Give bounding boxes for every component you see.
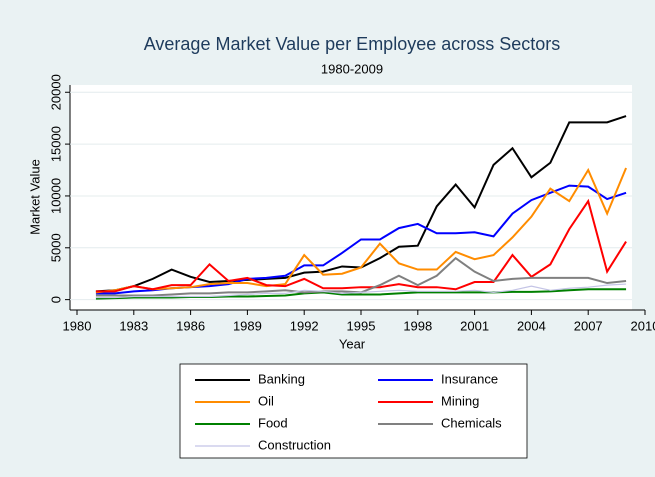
- x-tick-label: 1986: [176, 318, 205, 333]
- x-tick-label: 1998: [403, 318, 432, 333]
- x-tick-label: 2010: [631, 318, 655, 333]
- x-tick-label: 1980: [63, 318, 92, 333]
- y-axis-label: Market Value: [27, 159, 42, 235]
- y-tick-label: 20000: [48, 74, 63, 110]
- x-tick-label: 1989: [233, 318, 262, 333]
- legend-label: Banking: [258, 371, 305, 386]
- legend-label: Mining: [441, 393, 479, 408]
- x-tick-label: 1983: [119, 318, 148, 333]
- chart-subtitle: 1980-2009: [321, 61, 383, 76]
- chart-title: Average Market Value per Employee across…: [144, 34, 561, 54]
- series-line: [95, 167, 627, 294]
- plot-area: [70, 85, 632, 310]
- legend-label: Oil: [258, 393, 274, 408]
- y-tick-label: 15000: [48, 126, 63, 162]
- x-tick-label: 2001: [460, 318, 489, 333]
- y-tick-label: 5000: [48, 233, 63, 262]
- x-tick-label: 1992: [290, 318, 319, 333]
- legend-label: Food: [258, 415, 288, 430]
- series-line: [95, 198, 627, 293]
- series-line: [95, 283, 627, 299]
- y-tick-label: 0: [48, 296, 63, 303]
- x-tick-label: 2004: [517, 318, 546, 333]
- x-tick-label: 2007: [574, 318, 603, 333]
- x-axis-label: Year: [339, 336, 366, 351]
- legend-label: Construction: [258, 437, 331, 452]
- y-tick-label: 10000: [48, 178, 63, 214]
- legend-label: Insurance: [441, 371, 498, 386]
- x-tick-label: 1995: [347, 318, 376, 333]
- legend-label: Chemicals: [441, 415, 502, 430]
- series-line: [95, 288, 627, 300]
